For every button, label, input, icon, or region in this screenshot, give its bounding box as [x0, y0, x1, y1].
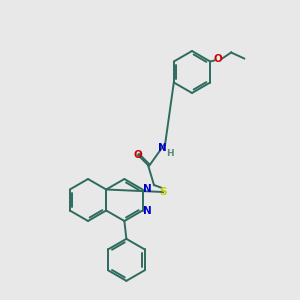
Text: O: O	[134, 150, 142, 160]
Text: H: H	[166, 148, 174, 158]
Text: N: N	[143, 184, 152, 194]
Text: O: O	[214, 55, 223, 64]
Text: N: N	[158, 143, 166, 153]
Text: N: N	[143, 206, 152, 215]
Text: S: S	[159, 187, 167, 197]
